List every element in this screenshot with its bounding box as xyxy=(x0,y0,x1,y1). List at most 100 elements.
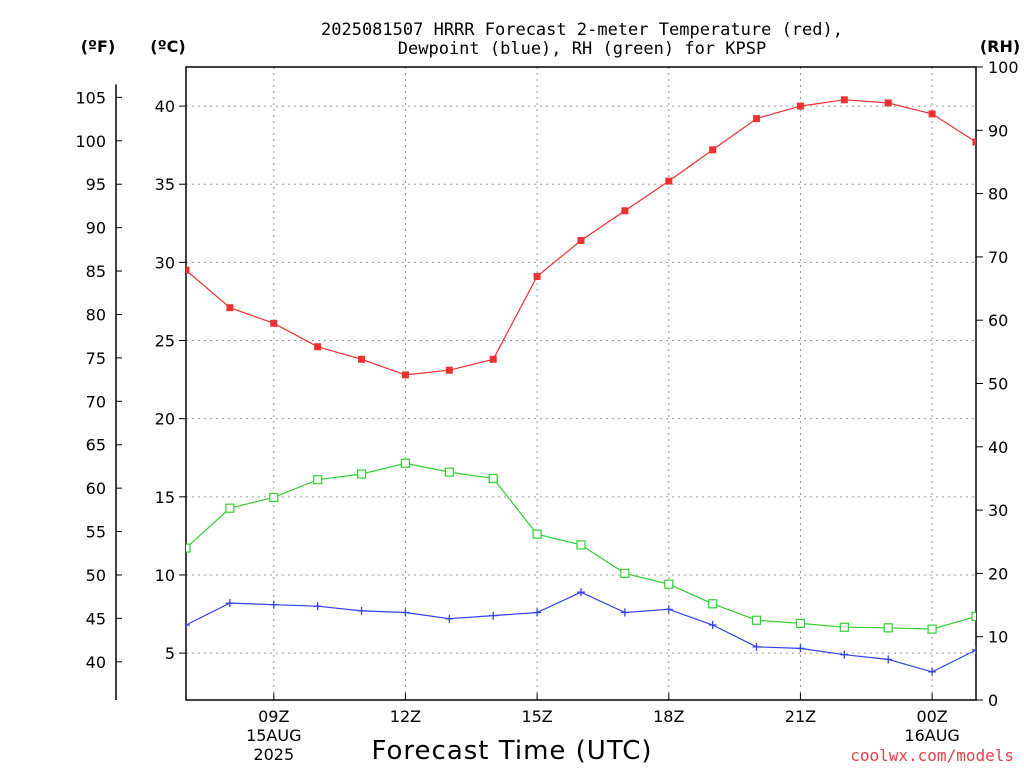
temperature-point xyxy=(489,355,497,363)
rh-point xyxy=(839,622,849,632)
rh-point xyxy=(620,568,630,579)
celsius-tick-label: 10 xyxy=(155,566,175,585)
dewpoint-point xyxy=(225,599,234,608)
dewpoint-point xyxy=(489,611,498,620)
temperature-point xyxy=(577,236,585,244)
temperature-point xyxy=(709,146,717,154)
celsius-tick-label: 20 xyxy=(155,410,175,429)
rh-point xyxy=(444,467,454,477)
rh-point xyxy=(751,615,762,625)
rh-point xyxy=(883,623,893,633)
temperature-point xyxy=(533,272,541,280)
grid-lines xyxy=(186,67,976,700)
fahrenheit-tick-label: 85 xyxy=(86,262,106,281)
rh-tick-label: 60 xyxy=(988,311,1008,330)
dewpoint-point xyxy=(357,606,366,615)
celsius-tick-label: 25 xyxy=(155,332,175,351)
fahrenheit-tick-label: 70 xyxy=(86,392,106,411)
temperature-point xyxy=(753,115,761,123)
fahrenheit-tick-label: 75 xyxy=(86,349,106,368)
fahrenheit-tick-label: 45 xyxy=(86,609,106,628)
temperature-point xyxy=(445,366,453,374)
x-tick-label: 15Z xyxy=(521,707,552,726)
temperature-point xyxy=(358,355,366,363)
rh-tick-label: 10 xyxy=(988,628,1008,647)
tick-labels: 5101520253035404045505560657075808590951… xyxy=(75,58,1018,764)
fahrenheit-tick-label: 95 xyxy=(86,175,106,194)
celsius-unit-label: (ºC) xyxy=(150,37,185,56)
fahrenheit-tick-label: 60 xyxy=(86,479,106,498)
temperature-point xyxy=(840,96,848,104)
rh-point xyxy=(971,611,976,622)
temperature-point xyxy=(884,99,892,107)
temperature-point xyxy=(314,343,322,351)
temperature-point xyxy=(621,207,629,215)
x-tick-year-label: 2025 xyxy=(253,745,294,764)
dewpoint-point xyxy=(840,650,849,659)
fahrenheit-unit-label: (ºF) xyxy=(81,37,116,56)
temperature-point xyxy=(226,304,234,312)
temperature-point xyxy=(972,138,976,146)
temperature-point xyxy=(401,371,409,379)
fahrenheit-tick-label: 65 xyxy=(86,436,106,455)
rh-tick-label: 20 xyxy=(988,564,1008,583)
chart-title-line1: 2025081507 HRRR Forecast 2-meter Tempera… xyxy=(321,20,843,40)
dewpoint-point xyxy=(186,620,190,629)
x-tick-date-label: 16AUG xyxy=(904,726,959,745)
temperature-point xyxy=(796,102,804,110)
rh-point xyxy=(488,473,498,484)
rh-tick-label: 100 xyxy=(988,58,1019,77)
rh-tick-label: 80 xyxy=(988,185,1008,204)
temperature-point xyxy=(928,110,936,118)
dewpoint-point xyxy=(928,667,937,676)
dewpoint-point xyxy=(620,608,629,617)
rh-unit-label: (RH) xyxy=(980,37,1020,56)
dewpoint-point xyxy=(313,602,322,611)
dewpoint-point xyxy=(533,608,542,617)
rh-tick-label: 30 xyxy=(988,501,1008,520)
fahrenheit-tick-label: 105 xyxy=(75,88,106,107)
chart-title-line2: Dewpoint (blue), RH (green) for KPSP xyxy=(398,39,766,59)
dewpoint-point xyxy=(752,642,761,651)
credit-text: coolwx.com/models xyxy=(850,746,1014,765)
x-tick-label: 00Z xyxy=(916,707,947,726)
rh-point xyxy=(795,618,806,629)
plot-frame xyxy=(185,66,977,701)
rh-point xyxy=(927,624,937,634)
temperature-point xyxy=(665,177,673,185)
fahrenheit-tick-label: 55 xyxy=(86,523,106,542)
dewpoint-point xyxy=(708,620,717,629)
temperature-point xyxy=(270,319,278,327)
celsius-tick-label: 40 xyxy=(155,97,175,116)
rh-point xyxy=(269,492,279,503)
x-tick-label: 12Z xyxy=(390,707,421,726)
rh-point xyxy=(400,458,411,468)
fahrenheit-tick-label: 90 xyxy=(86,219,106,238)
dewpoint-point xyxy=(796,644,805,653)
dewpoint-point xyxy=(664,605,673,614)
dewpoint-point xyxy=(445,614,454,623)
rh-tick-label: 70 xyxy=(988,248,1008,267)
celsius-tick-label: 35 xyxy=(155,175,175,194)
dewpoint-point xyxy=(269,600,278,609)
rh-point xyxy=(313,475,323,485)
rh-tick-label: 50 xyxy=(988,375,1008,394)
rh-tick-label: 40 xyxy=(988,438,1008,457)
series-group xyxy=(186,96,976,676)
rh-tick-label: 0 xyxy=(988,691,998,710)
celsius-tick-label: 15 xyxy=(155,488,175,507)
axes xyxy=(115,66,983,701)
data-series xyxy=(186,96,976,676)
x-tick-label: 18Z xyxy=(653,707,684,726)
rh-point xyxy=(532,529,542,539)
fahrenheit-tick-label: 80 xyxy=(86,305,106,324)
fahrenheit-tick-label: 100 xyxy=(75,132,106,151)
x-tick-label: 09Z xyxy=(258,707,289,726)
x-tick-label: 21Z xyxy=(785,707,816,726)
x-axis-label: Forecast Time (UTC) xyxy=(371,736,652,766)
dewpoint-point xyxy=(577,588,585,597)
rh-point xyxy=(225,503,235,513)
temperature-point xyxy=(186,266,190,274)
x-tick-date-label: 15AUG xyxy=(246,726,301,745)
